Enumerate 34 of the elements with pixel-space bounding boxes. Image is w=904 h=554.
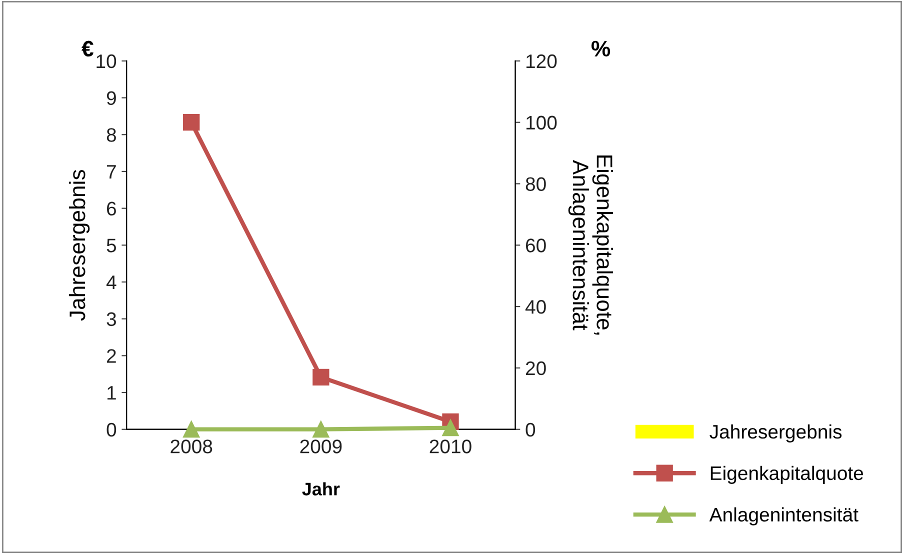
y-axis-title: Jahresergebnis <box>68 170 90 321</box>
y-tick-label: 9 <box>106 91 116 106</box>
point <box>312 368 330 386</box>
legend-label: Jahresergebnis <box>710 424 842 442</box>
legend-label: Anlagenintensität <box>709 507 858 526</box>
y-tick-label: 10 <box>96 54 116 68</box>
text: € <box>82 40 94 57</box>
y2-tick-label: 60 <box>526 238 546 252</box>
y-tick-label: 4 <box>106 276 116 290</box>
y-tick-label: 5 <box>106 238 116 252</box>
y-tick-label: 7 <box>107 165 116 179</box>
point <box>183 114 200 131</box>
y-tick-label: 8 <box>106 128 116 142</box>
y2-tick-label: 0 <box>526 422 536 437</box>
x-axis-title: Jahr <box>302 482 340 496</box>
x-tick-label: 2008 <box>170 440 212 454</box>
x-tick-label: 2009 <box>300 440 342 454</box>
point <box>312 421 330 438</box>
text: % <box>591 40 610 56</box>
y-tick-label: 3 <box>106 312 116 326</box>
point <box>183 421 200 438</box>
legend-label: Eigenkapitalquote <box>710 466 864 484</box>
y-tick-label: 6 <box>107 202 116 216</box>
y2-tick-label: 40 <box>525 300 546 314</box>
y-tick-label: 0 <box>106 422 116 437</box>
y2-tick-label: 100 <box>526 116 557 130</box>
y-tick-label: 1 <box>108 386 116 400</box>
point <box>442 419 459 436</box>
y2-tick-label: 80 <box>526 177 546 191</box>
y-tick-label: 2 <box>107 349 116 363</box>
x-tick-label: 2010 <box>430 440 472 454</box>
y2-axis-title: Eigenkapitalquote, Anlagenintensität <box>568 156 613 335</box>
y2-tick-label: 120 <box>526 54 557 68</box>
y2-tick-label: 20 <box>526 361 546 376</box>
